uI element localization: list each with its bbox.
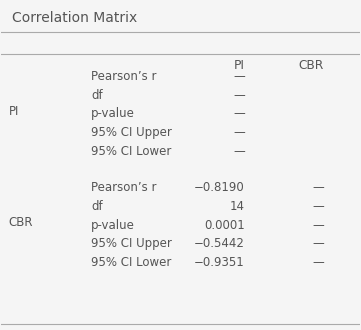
Text: —: — bbox=[233, 126, 245, 139]
Text: −0.9351: −0.9351 bbox=[194, 256, 245, 269]
Text: 95% CI Upper: 95% CI Upper bbox=[91, 126, 172, 139]
Text: Pearson’s r: Pearson’s r bbox=[91, 182, 156, 194]
Text: —: — bbox=[233, 145, 245, 158]
Text: CBR: CBR bbox=[299, 59, 324, 72]
Text: —: — bbox=[312, 219, 324, 232]
Text: Pearson’s r: Pearson’s r bbox=[91, 70, 156, 83]
Text: 14: 14 bbox=[230, 200, 245, 213]
Text: df: df bbox=[91, 89, 103, 102]
Text: —: — bbox=[312, 182, 324, 194]
Text: −0.5442: −0.5442 bbox=[194, 237, 245, 250]
Text: —: — bbox=[312, 237, 324, 250]
Text: —: — bbox=[233, 89, 245, 102]
Text: —: — bbox=[233, 107, 245, 120]
Text: CBR: CBR bbox=[9, 216, 33, 229]
Text: PI: PI bbox=[234, 59, 245, 72]
Text: PI: PI bbox=[9, 105, 19, 117]
Text: Correlation Matrix: Correlation Matrix bbox=[12, 11, 138, 25]
Text: 0.0001: 0.0001 bbox=[204, 219, 245, 232]
Text: 95% CI Lower: 95% CI Lower bbox=[91, 145, 171, 158]
Text: —: — bbox=[233, 70, 245, 83]
Text: df: df bbox=[91, 200, 103, 213]
Text: p-value: p-value bbox=[91, 107, 135, 120]
Text: 95% CI Upper: 95% CI Upper bbox=[91, 237, 172, 250]
Text: −0.8190: −0.8190 bbox=[194, 182, 245, 194]
Text: —: — bbox=[312, 200, 324, 213]
Text: p-value: p-value bbox=[91, 219, 135, 232]
Text: 95% CI Lower: 95% CI Lower bbox=[91, 256, 171, 269]
Text: —: — bbox=[312, 256, 324, 269]
